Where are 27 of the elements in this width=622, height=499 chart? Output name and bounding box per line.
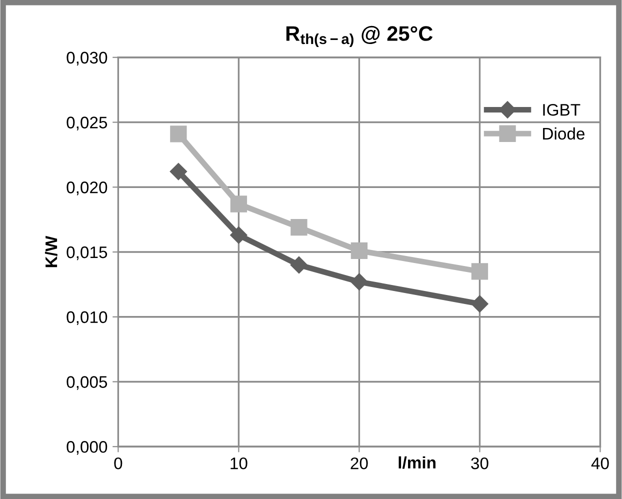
y-tick-label: 0,010 <box>66 311 108 326</box>
x-tick-label: 10 <box>230 457 248 470</box>
y-tick-label: 0,020 <box>66 182 108 196</box>
y-tick-label: 0,025 <box>66 116 108 130</box>
legend-label: Diode <box>543 127 584 140</box>
x-axis-title: l/min <box>398 456 436 469</box>
legend-label: IGBT <box>543 104 580 116</box>
point <box>350 242 368 260</box>
point <box>471 295 488 312</box>
point <box>290 219 308 236</box>
point <box>170 126 187 142</box>
point <box>471 263 488 280</box>
x-tick-label: 0 <box>114 457 122 470</box>
x-tick-label: 20 <box>350 457 368 470</box>
point <box>170 163 187 180</box>
chart-title: R$_{th(s−a)}$ @ 25°C <box>286 26 433 48</box>
y-tick-label: 0,000 <box>66 441 108 455</box>
y-tick-label: 0,015 <box>66 246 108 260</box>
y-tick-label: 0,005 <box>66 376 108 390</box>
x-tick-label: 30 <box>471 457 488 470</box>
y-axis-title: K/W <box>44 236 58 268</box>
point <box>230 226 248 244</box>
point <box>230 196 248 212</box>
point <box>290 256 308 274</box>
point <box>350 273 368 290</box>
x-tick-label: 40 <box>591 457 609 470</box>
y-tick-label: 0,030 <box>66 52 108 66</box>
